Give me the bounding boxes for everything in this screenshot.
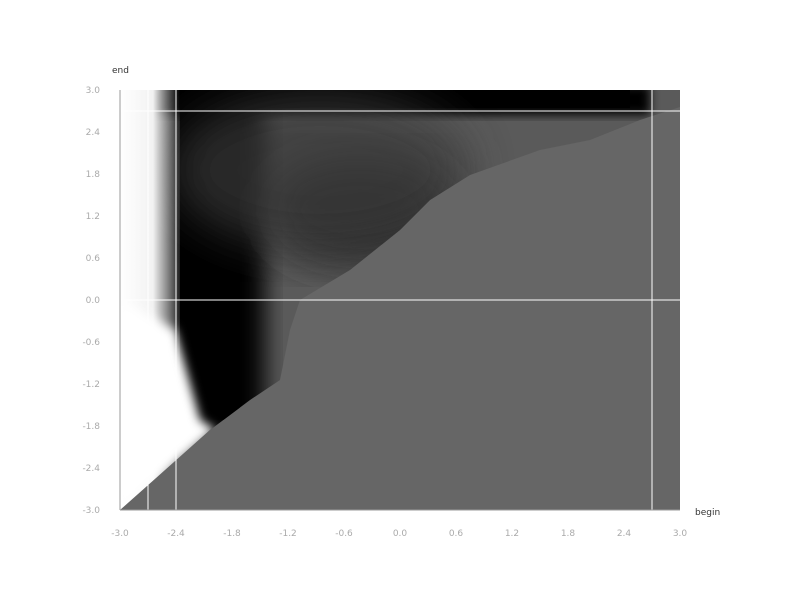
x-tick-label: -3.0 bbox=[111, 529, 129, 539]
y-tick-label: -2.4 bbox=[82, 464, 100, 474]
dark-blob-wide bbox=[170, 90, 470, 250]
x-tick-labels: -3.0 -2.4 -1.8 -1.2 -0.6 0.0 0.6 1.2 1.8 2.4 3.0 bbox=[111, 529, 687, 539]
x-tick-label: 3.0 bbox=[673, 529, 688, 539]
x-tick-label: -1.8 bbox=[223, 529, 241, 539]
x-axis-label: begin bbox=[695, 508, 720, 518]
y-tick-label: -1.8 bbox=[82, 422, 100, 432]
x-tick-label: 2.4 bbox=[617, 529, 632, 539]
y-tick-label: 1.2 bbox=[86, 212, 100, 222]
y-tick-label: 0.6 bbox=[86, 254, 101, 264]
x-tick-label: -2.4 bbox=[167, 529, 185, 539]
y-tick-labels: 3.0 2.4 1.8 1.2 0.6 0.0 -0.6 -1.2 -1.8 -2.4 -3.0 bbox=[82, 86, 100, 516]
white-lower-wedge bbox=[120, 300, 215, 510]
x-tick-label: 0.0 bbox=[393, 529, 408, 539]
heatmap-field bbox=[120, 90, 680, 510]
y-tick-label: -3.0 bbox=[82, 506, 100, 516]
y-axis-label: end bbox=[112, 66, 129, 76]
y-tick-label: -0.6 bbox=[82, 338, 100, 348]
y-tick-label: 0.0 bbox=[86, 296, 101, 306]
x-tick-label: -0.6 bbox=[335, 529, 353, 539]
y-tick-label: 3.0 bbox=[86, 86, 101, 96]
reference-lines bbox=[120, 90, 680, 510]
y-tick-label: 1.8 bbox=[86, 170, 101, 180]
y-tick-label: 2.4 bbox=[86, 128, 101, 138]
x-tick-label: 1.2 bbox=[505, 529, 519, 539]
x-tick-label: -1.2 bbox=[279, 529, 297, 539]
y-tick-label: -1.2 bbox=[82, 380, 100, 390]
x-tick-label: 1.8 bbox=[561, 529, 576, 539]
x-tick-label: 0.6 bbox=[449, 529, 464, 539]
plot-area bbox=[119, 90, 680, 511]
